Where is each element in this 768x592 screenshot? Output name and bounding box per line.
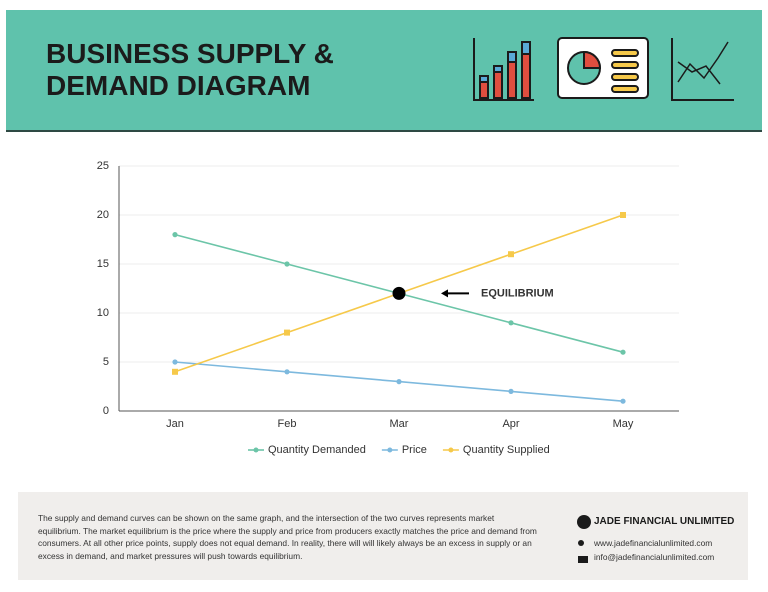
x-tick-label: Feb (278, 418, 297, 430)
legend-marker (253, 447, 259, 453)
data-point (508, 320, 514, 326)
contact-icons (577, 515, 591, 563)
data-point (620, 212, 626, 218)
footer-text: The supply and demand curves can be show… (38, 513, 537, 561)
legend-label: Quantity Supplied (463, 444, 550, 456)
footer: The supply and demand curves can be show… (18, 492, 748, 580)
data-point (620, 398, 626, 404)
header: BUSINESS SUPPLY & DEMAND DIAGRAM (6, 10, 762, 132)
legend-label: Quantity Demanded (268, 444, 366, 456)
y-tick-label: 5 (103, 356, 109, 368)
data-point (284, 261, 290, 267)
y-tick-label: 0 (103, 405, 109, 417)
x-tick-label: Mar (390, 418, 409, 430)
x-tick-label: Apr (502, 418, 519, 430)
equilibrium-point (392, 286, 406, 300)
y-tick-label: 20 (97, 209, 109, 221)
header-icons (473, 37, 734, 101)
legend-marker (387, 447, 393, 453)
data-point (508, 388, 514, 394)
data-point (172, 359, 178, 365)
annotation-label: EQUILIBRIUM (481, 287, 554, 299)
annotation-arrowhead (441, 289, 448, 298)
x-tick-label: May (613, 418, 634, 430)
website: www.jadefinancialunlimited.com (594, 538, 713, 548)
data-point (284, 369, 290, 375)
data-point (396, 379, 402, 385)
data-point (284, 329, 290, 336)
email: info@jadefinancialunlimited.com (594, 552, 715, 562)
y-tick-label: 25 (97, 160, 109, 172)
data-point (172, 368, 178, 375)
data-point (620, 349, 626, 355)
data-point (172, 232, 178, 238)
legend-label: Price (402, 444, 427, 456)
chart: 0 5 10 15 20 25 Jan Feb Mar Apr May EQUILIBRIUM Quan… (97, 160, 679, 456)
y-tick-label: 10 (97, 307, 109, 319)
company-name: JADE FINANCIAL UNLIMITED (594, 516, 735, 527)
data-point (508, 251, 514, 258)
x-tick-label: Jan (166, 418, 184, 430)
page-title: BUSINESS SUPPLY & DEMAND DIAGRAM (46, 38, 334, 101)
legend-marker (448, 447, 454, 453)
y-tick-label: 15 (97, 258, 109, 270)
